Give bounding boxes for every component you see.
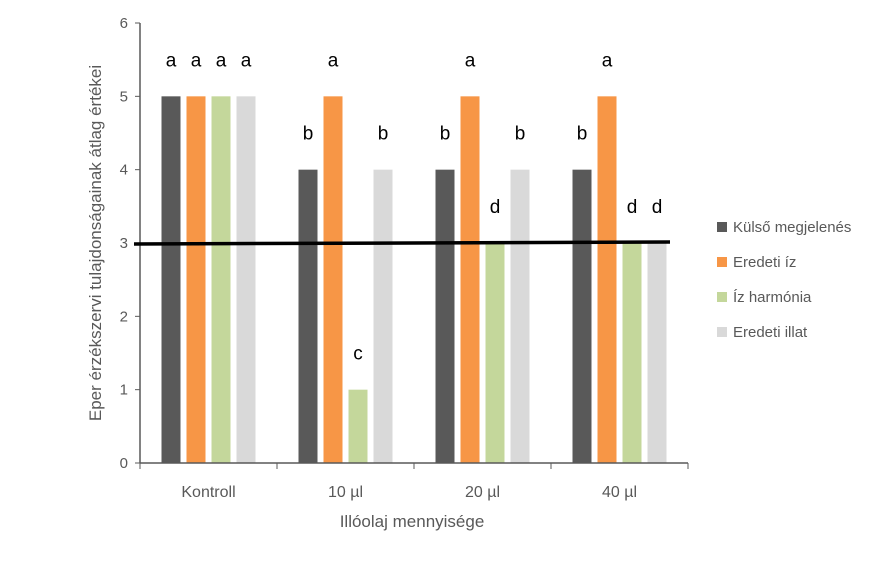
significance-label: d xyxy=(652,197,663,218)
bar xyxy=(435,169,455,463)
bar xyxy=(485,243,505,463)
legend: Külső megjelenés Eredeti íz Íz harmónia Ere… xyxy=(717,219,851,341)
bar xyxy=(323,96,343,463)
legend-entry: Eredeti íz xyxy=(733,254,796,271)
significance-label: b xyxy=(440,124,451,145)
significance-label: b xyxy=(303,124,314,145)
y-tick-label: 3 xyxy=(120,235,128,252)
bar xyxy=(572,169,592,463)
legend-entry: Külső megjelenés xyxy=(733,219,851,236)
significance-label: a xyxy=(602,50,613,71)
bar xyxy=(510,169,530,463)
bar xyxy=(647,243,667,463)
legend-entry: Eredeti illat xyxy=(733,324,808,341)
x-tick-label: Kontroll xyxy=(181,484,235,501)
bar xyxy=(186,96,206,463)
reference-line xyxy=(133,240,671,246)
y-tick-label: 5 xyxy=(120,88,128,105)
significance-label: b xyxy=(378,124,389,145)
legend-swatch xyxy=(717,327,727,337)
significance-label: a xyxy=(465,50,476,71)
y-axis-title: Eper érzékszervi tulajdonságainak átlag … xyxy=(86,65,105,421)
significance-label: a xyxy=(241,50,252,71)
legend-entry: Íz harmónia xyxy=(733,289,812,306)
significance-label: d xyxy=(627,197,638,218)
bar xyxy=(373,169,393,463)
y-tick-label: 0 xyxy=(120,455,128,472)
bar xyxy=(460,96,480,463)
x-tick-label: 20 µl xyxy=(465,484,500,501)
bar xyxy=(348,389,368,463)
significance-label: a xyxy=(328,50,339,71)
significance-label: a xyxy=(216,50,227,71)
bar xyxy=(298,169,318,463)
x-tick-label: 10 µl xyxy=(328,484,363,501)
significance-label: b xyxy=(515,124,526,145)
bar xyxy=(597,96,617,463)
legend-swatch xyxy=(717,292,727,302)
y-tick-label: 2 xyxy=(120,308,128,325)
significance-label: b xyxy=(577,124,588,145)
significance-label: c xyxy=(353,344,363,365)
legend-swatch xyxy=(717,257,727,267)
x-tick-label: 40 µl xyxy=(602,484,637,501)
bar xyxy=(622,243,642,463)
bar xyxy=(161,96,181,463)
y-tick-label: 6 xyxy=(120,15,128,32)
significance-label: a xyxy=(166,50,177,71)
legend-swatch xyxy=(717,222,727,232)
y-tick-label: 1 xyxy=(120,382,128,399)
y-tick-label: 4 xyxy=(120,162,128,179)
significance-label: d xyxy=(490,197,501,218)
bar xyxy=(236,96,256,463)
bar xyxy=(211,96,231,463)
significance-label: a xyxy=(191,50,202,71)
x-axis-title: Illóolaj mennyisége xyxy=(340,512,485,531)
